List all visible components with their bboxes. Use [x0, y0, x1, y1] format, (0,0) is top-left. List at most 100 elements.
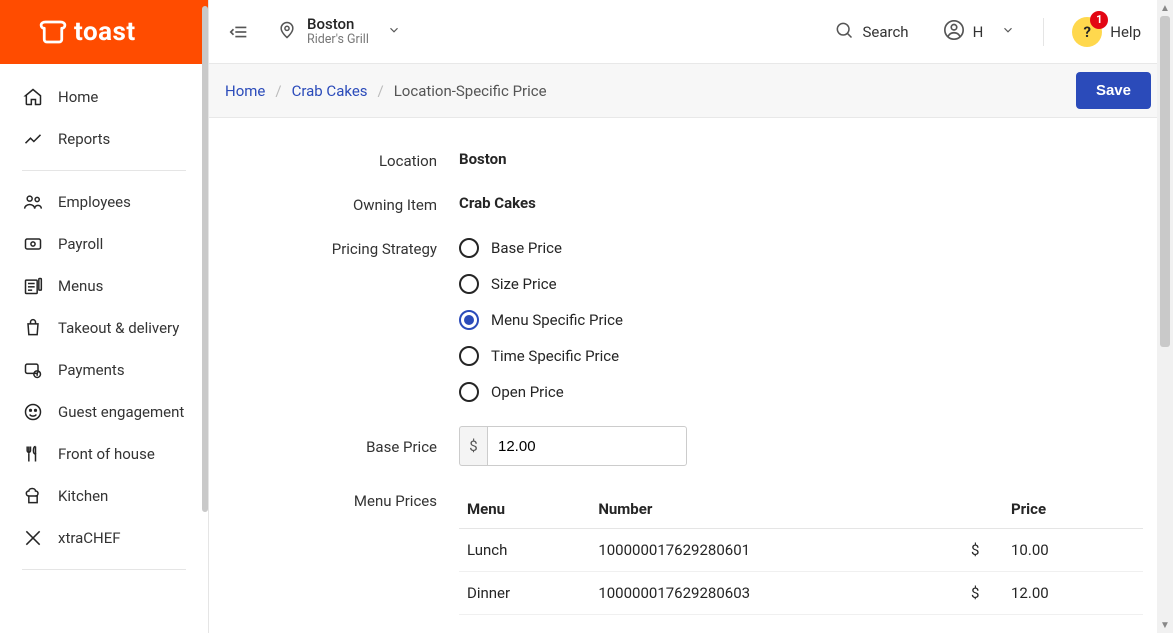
sidebar-item-home[interactable]: Home [0, 76, 208, 118]
sidebar-item-label: Takeout & delivery [58, 319, 179, 337]
base-price-label: Base Price [239, 436, 459, 456]
col-number: Number [590, 490, 963, 529]
location-switcher[interactable]: Boston Rider's Grill [277, 16, 401, 48]
sidebar-divider [22, 569, 186, 570]
sidebar-item-employees[interactable]: Employees [0, 181, 208, 223]
radio-icon [459, 346, 479, 366]
cell-currency: $ [963, 572, 1003, 615]
chevron-down-icon [1001, 23, 1015, 41]
sidebar-item-guest-engagement[interactable]: Guest engagement [0, 391, 208, 433]
sidebar: toast Home Reports Employees Payroll Men… [0, 0, 208, 633]
bag-icon [22, 317, 44, 339]
sidebar-item-label: Menus [58, 277, 103, 295]
breadcrumb-link-home[interactable]: Home [225, 82, 265, 100]
brand-logo[interactable]: toast [0, 0, 208, 64]
breadcrumb: Home / Crab Cakes / Location-Specific Pr… [225, 82, 547, 100]
kitchen-icon [22, 485, 44, 507]
sidebar-item-label: Kitchen [58, 487, 108, 505]
sidebar-item-takeout[interactable]: Takeout & delivery [0, 307, 208, 349]
breadcrumb-current: Location-Specific Price [394, 82, 547, 100]
guest-icon [22, 401, 44, 423]
front-of-house-icon [22, 443, 44, 465]
col-currency [963, 490, 1003, 529]
payments-icon [22, 359, 44, 381]
home-icon [22, 86, 44, 108]
radio-label: Base Price [491, 239, 562, 257]
brand-wordmark: toast [74, 17, 136, 47]
menus-icon [22, 275, 44, 297]
scroll-up-arrow[interactable]: ▲ [1157, 0, 1173, 16]
page-scrollbar[interactable]: ▲ ▼ [1157, 0, 1173, 633]
radio-icon [459, 310, 479, 330]
radio-label: Menu Specific Price [491, 311, 623, 329]
table-row[interactable]: Dinner100000017629280603$12.00 [459, 572, 1143, 615]
xtrachef-icon [22, 527, 44, 549]
cell-menu: Lunch [459, 529, 590, 572]
topbar: Boston Rider's Grill Search H ? 1 Help [209, 0, 1173, 64]
location-label: Location [239, 150, 459, 170]
search-button[interactable]: Search [824, 14, 918, 50]
breadcrumb-link-item[interactable]: Crab Cakes [292, 82, 368, 100]
chevron-down-icon [387, 22, 401, 41]
cell-currency: $ [963, 529, 1003, 572]
sidebar-item-kitchen[interactable]: Kitchen [0, 475, 208, 517]
sidebar-item-label: Home [58, 88, 98, 106]
cell-menu: Dinner [459, 572, 590, 615]
search-icon [834, 20, 854, 44]
user-menu[interactable]: H [933, 13, 1026, 51]
currency-symbol: $ [459, 426, 487, 466]
owning-item-value: Crab Cakes [459, 194, 1143, 212]
menu-prices-table: Menu Number Price Lunch10000001762928060… [459, 490, 1143, 615]
sidebar-item-payments[interactable]: Payments [0, 349, 208, 391]
breadcrumb-sep: / [275, 82, 281, 100]
people-icon [22, 191, 44, 213]
pricing-strategy-radio[interactable]: Time Specific Price [459, 346, 1143, 366]
pricing-strategy-radio[interactable]: Base Price [459, 238, 1143, 258]
payroll-icon [22, 233, 44, 255]
sidebar-item-menus[interactable]: Menus [0, 265, 208, 307]
location-name: Boston [307, 16, 369, 33]
help-badge: 1 [1090, 11, 1108, 29]
pricing-strategy-label: Pricing Strategy [239, 238, 459, 258]
sidebar-scrollbar[interactable] [199, 0, 211, 633]
sidebar-item-label: Guest engagement [58, 403, 184, 421]
radio-icon [459, 274, 479, 294]
cell-number: 100000017629280601 [590, 529, 963, 572]
toast-bread-icon [38, 17, 68, 47]
breadcrumb-sep: / [378, 82, 384, 100]
help-label: Help [1110, 23, 1141, 41]
reports-icon [22, 128, 44, 150]
cell-price: 12.00 [1003, 572, 1143, 615]
sidebar-item-reports[interactable]: Reports [0, 118, 208, 160]
radio-label: Time Specific Price [491, 347, 619, 365]
form: Location Boston Owning Item Crab Cakes P… [209, 118, 1173, 633]
radio-icon [459, 238, 479, 258]
location-sub: Rider's Grill [307, 33, 369, 47]
pricing-strategy-radio[interactable]: Menu Specific Price [459, 310, 1143, 330]
scroll-thumb[interactable] [1160, 16, 1170, 347]
sidebar-item-label: Payroll [58, 235, 103, 253]
sidebar-item-label: Front of house [58, 445, 155, 463]
save-button[interactable]: Save [1076, 72, 1151, 109]
sidebar-item-label: Reports [58, 130, 110, 148]
main-panel: Boston Rider's Grill Search H ? 1 Help [208, 0, 1173, 633]
sidebar-item-label: Payments [58, 361, 125, 379]
sidebar-divider [22, 170, 186, 171]
pricing-strategy-radio[interactable]: Size Price [459, 274, 1143, 294]
base-price-input[interactable] [487, 426, 687, 466]
sidebar-item-payroll[interactable]: Payroll [0, 223, 208, 265]
cell-price: 10.00 [1003, 529, 1143, 572]
radio-icon [459, 382, 479, 402]
search-label: Search [862, 23, 908, 41]
collapse-sidebar-button[interactable] [225, 18, 253, 46]
table-row[interactable]: Lunch100000017629280601$10.00 [459, 529, 1143, 572]
sidebar-item-front-of-house[interactable]: Front of house [0, 433, 208, 475]
sidebar-item-xtrachef[interactable]: xtraCHEF [0, 517, 208, 559]
pricing-strategy-radios: Base Price Size Price Menu Specific Price T… [459, 238, 1143, 402]
breadcrumb-row: Home / Crab Cakes / Location-Specific Pr… [209, 64, 1173, 118]
menu-prices-label: Menu Prices [239, 490, 459, 510]
pricing-strategy-radio[interactable]: Open Price [459, 382, 1143, 402]
help-button[interactable]: ? 1 Help [1062, 11, 1151, 53]
location-pin-icon [277, 20, 297, 44]
scroll-down-arrow[interactable]: ▼ [1157, 617, 1173, 633]
